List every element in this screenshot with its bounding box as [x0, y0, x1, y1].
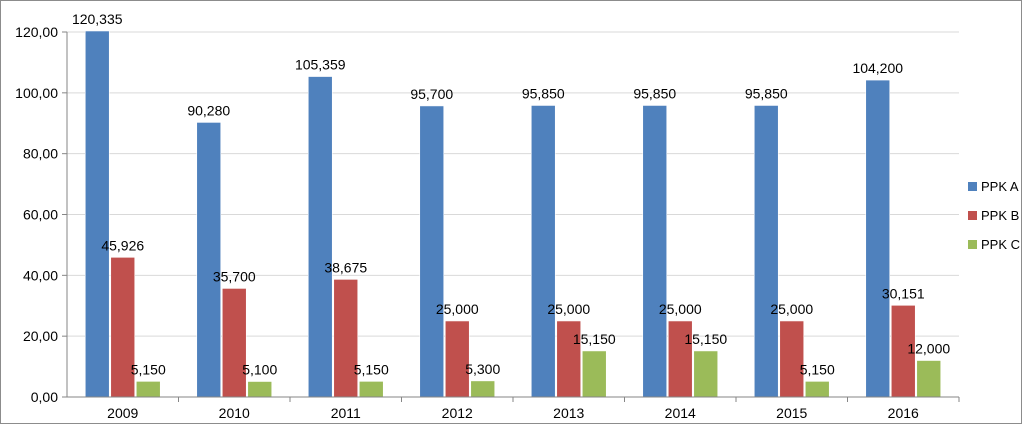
y-tick-label: 100,00 — [15, 85, 58, 101]
data-label: 45,926 — [101, 237, 144, 253]
data-label: 38,675 — [324, 259, 367, 275]
data-label: 90,280 — [187, 102, 230, 118]
bar-ppk-b — [556, 320, 582, 398]
x-tick-label: 2009 — [107, 405, 138, 421]
data-label: 120,335 — [72, 11, 123, 27]
bar-ppk-b — [667, 320, 693, 398]
legend-swatch — [968, 182, 977, 191]
data-label: 12,000 — [907, 341, 950, 357]
data-label: 95,700 — [410, 86, 453, 102]
data-label: 5,150 — [354, 361, 389, 377]
y-tick-label: 40,00 — [23, 267, 58, 283]
data-label: 15,150 — [573, 331, 616, 347]
bar-ppk-a — [865, 79, 891, 398]
data-label: 5,150 — [800, 361, 835, 377]
data-label: 30,151 — [882, 285, 925, 301]
legend-label: PPK B — [981, 208, 1019, 223]
data-label: 5,150 — [131, 361, 166, 377]
data-label: 105,359 — [295, 57, 346, 73]
bar-ppk-c — [470, 380, 496, 398]
data-label: 5,100 — [242, 361, 277, 377]
bar-ppk-b — [333, 279, 359, 398]
bar-ppk-a — [196, 122, 222, 398]
legend-swatch — [968, 211, 977, 220]
data-label: 25,000 — [547, 301, 590, 317]
data-label: 95,850 — [745, 85, 788, 101]
y-tick-label: 120,00 — [15, 24, 58, 40]
bar-ppk-c — [135, 381, 161, 398]
data-label: 25,000 — [436, 301, 479, 317]
bar-ppk-b — [221, 288, 247, 398]
x-tick-label: 2015 — [776, 405, 807, 421]
bar-ppk-b — [444, 320, 470, 398]
axes: 0,00 20,00 40,00 60,00 80,00 100,00 120,00 2009… — [15, 24, 960, 421]
legend: PPK A PPK B PPK C — [968, 179, 1020, 252]
y-tick-label: 20,00 — [23, 328, 58, 344]
bar-ppk-c — [247, 381, 273, 398]
legend-label: PPK A — [981, 179, 1019, 194]
x-tick-label: 2011 — [331, 405, 361, 421]
data-label: 95,850 — [522, 85, 565, 101]
bars — [84, 30, 942, 398]
bar-ppk-c — [916, 360, 942, 398]
data-label: 5,300 — [465, 361, 500, 377]
data-label: 95,850 — [633, 85, 676, 101]
y-tick-label: 80,00 — [23, 146, 58, 162]
bar-ppk-b — [779, 320, 805, 398]
y-tick-label: 60,00 — [23, 207, 58, 223]
x-tick-label: 2016 — [888, 405, 919, 421]
bar-ppk-a — [419, 105, 445, 398]
x-tick-label: 2014 — [665, 405, 696, 421]
data-label: 15,150 — [684, 331, 727, 347]
y-tick-label: 0,00 — [31, 389, 58, 405]
bar-ppk-a — [530, 105, 556, 398]
bar-ppk-a — [753, 105, 779, 398]
data-label: 25,000 — [659, 301, 702, 317]
data-labels: 120,335 45,926 5,150 90,280 35,700 5,100 105,3… — [72, 11, 950, 378]
legend-label: PPK C — [981, 237, 1020, 252]
data-label: 35,700 — [213, 268, 256, 284]
bar-ppk-c — [581, 350, 607, 398]
x-tick-label: 2010 — [219, 405, 250, 421]
bar-ppk-a — [642, 105, 668, 398]
data-label: 104,200 — [852, 60, 903, 76]
bar-ppk-b — [890, 304, 916, 398]
data-label: 25,000 — [770, 301, 813, 317]
bar-ppk-a — [307, 76, 333, 398]
bar-ppk-c — [693, 350, 719, 398]
bar-ppk-c — [358, 381, 384, 398]
bar-ppk-c — [804, 381, 830, 398]
bar-ppk-a — [84, 30, 110, 398]
x-tick-label: 2013 — [553, 405, 584, 421]
legend-swatch — [968, 240, 977, 249]
x-tick-label: 2012 — [442, 405, 473, 421]
